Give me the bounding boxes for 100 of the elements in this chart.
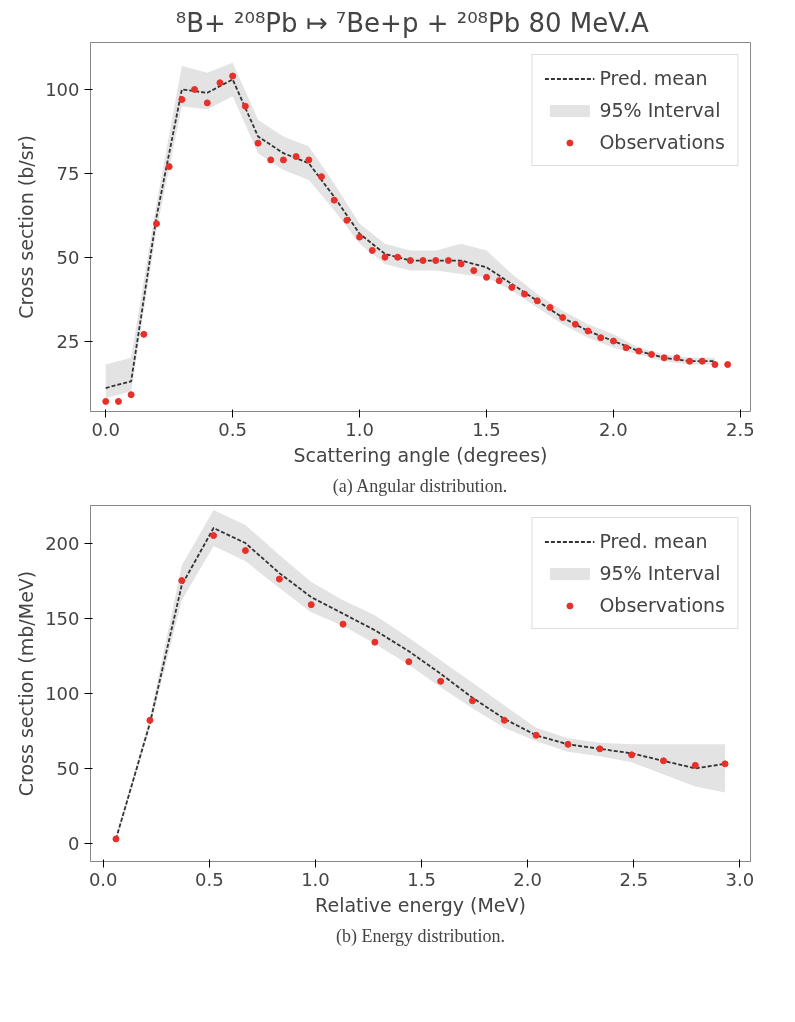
x-tick-label: 3.0 [725, 868, 755, 890]
point [698, 357, 706, 365]
point [532, 731, 540, 739]
legend-label: 95% Interval [599, 562, 721, 584]
point [432, 257, 440, 265]
point [622, 344, 630, 352]
point [305, 156, 313, 164]
point [279, 156, 287, 164]
legend-label: Observations [599, 594, 725, 616]
x-tick-label: 1.0 [345, 418, 374, 440]
point [628, 751, 636, 759]
point [229, 72, 237, 80]
x-tick-label: 1.5 [472, 418, 501, 440]
point [216, 79, 224, 87]
point [330, 196, 338, 204]
point [275, 575, 283, 583]
point [686, 357, 694, 365]
point [724, 361, 732, 369]
point [437, 677, 445, 685]
point [406, 257, 414, 265]
point [178, 577, 186, 585]
point [165, 163, 173, 171]
point [102, 397, 110, 405]
point [564, 740, 572, 748]
point [468, 697, 476, 705]
point [721, 760, 729, 768]
point [292, 153, 300, 161]
x-tick-label: 2.0 [599, 418, 628, 440]
point [146, 716, 154, 724]
point [559, 314, 567, 322]
chart-title: ⁸B+ ²⁰⁸Pb ↦ ⁷Be+p + ²⁰⁸Pb 80 MeV.A [175, 7, 649, 38]
point [521, 290, 529, 298]
point [381, 253, 389, 261]
point [470, 267, 478, 275]
y-tick-label: 50 [56, 246, 80, 268]
point [584, 327, 592, 335]
point [140, 330, 148, 338]
point [153, 220, 160, 228]
point [711, 361, 719, 369]
point [500, 716, 508, 724]
point [533, 297, 541, 305]
y-tick-label: 100 [45, 78, 80, 100]
y-axis-title: Cross section (b/sr) [15, 135, 38, 319]
point [609, 337, 617, 345]
legend-label: Pred. mean [599, 530, 708, 552]
point [112, 835, 120, 843]
x-tick-label: 0.0 [91, 418, 121, 440]
point [318, 173, 325, 181]
point [660, 354, 668, 362]
x-tick-label: 0.5 [218, 418, 247, 440]
x-axis-title: Relative energy (MeV) [315, 893, 526, 916]
point [307, 601, 315, 609]
y-axis-title: Cross section (mb/MeV) [15, 570, 38, 797]
x-axis-title: Scattering angle (degrees) [293, 443, 548, 466]
point [127, 391, 135, 399]
y-tick-label: 200 [45, 532, 80, 554]
text: (b) Energy distribution. [335, 925, 506, 947]
x-tick-label: 1.5 [407, 868, 436, 890]
point [339, 620, 347, 628]
point [267, 156, 275, 164]
point [343, 216, 351, 224]
point [371, 638, 379, 646]
y-tick-label: 75 [56, 162, 80, 184]
y-tick-label: 0 [68, 832, 80, 854]
point [597, 334, 605, 342]
point [254, 139, 262, 147]
point [483, 273, 490, 281]
point [457, 260, 465, 268]
point [596, 745, 604, 753]
point [241, 547, 249, 555]
point [191, 85, 199, 93]
point [356, 233, 364, 241]
point [419, 257, 427, 265]
point [444, 257, 452, 265]
point [241, 102, 249, 110]
y-tick-label: 100 [45, 682, 80, 704]
point [178, 96, 186, 104]
x-tick-label: 0.5 [195, 868, 224, 890]
point [114, 397, 122, 405]
point [508, 283, 516, 291]
point [648, 350, 655, 358]
x-tick-label: 2.5 [726, 418, 755, 440]
point [203, 99, 211, 107]
point [394, 253, 402, 261]
y-tick-label: 50 [56, 757, 80, 779]
x-tick-label: 0.0 [88, 868, 118, 890]
legend-label: Observations [599, 131, 725, 153]
x-tick-label: 2.5 [619, 868, 649, 890]
point [495, 277, 503, 285]
point [571, 320, 579, 328]
point [546, 304, 554, 311]
x-tick-label: 2.0 [513, 868, 542, 890]
legend-label: 95% Interval [599, 99, 721, 121]
point [635, 347, 643, 355]
point [691, 761, 699, 769]
point [368, 246, 376, 254]
y-tick-label: 150 [45, 607, 80, 629]
y-tick-label: 25 [56, 330, 80, 352]
legend-label: Pred. mean [599, 67, 708, 89]
text: (a) Angular distribution. [332, 475, 508, 497]
